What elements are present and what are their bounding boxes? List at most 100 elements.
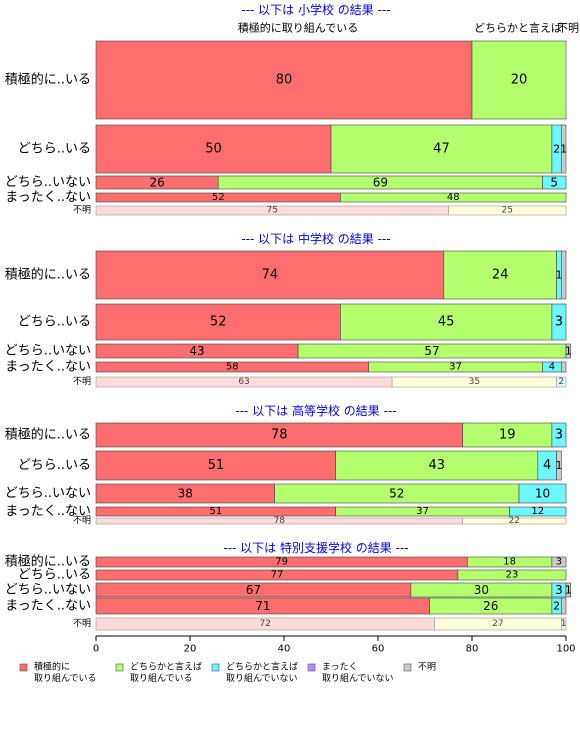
data-label: 71	[255, 599, 270, 613]
data-label: 10	[535, 487, 550, 501]
data-label: 52	[389, 487, 404, 501]
category-label: どちら..いない	[5, 175, 91, 190]
data-label: 3	[555, 428, 563, 443]
data-label: 1	[565, 345, 572, 358]
category-label: まったく..ない	[5, 190, 91, 205]
data-label: 52	[212, 192, 225, 203]
data-label: 51	[208, 458, 225, 473]
bar-segment	[551, 556, 567, 568]
x-tick-label: 20	[184, 644, 197, 655]
data-label: 67	[246, 583, 261, 597]
panel-title: --- 以下は 中学校 の結果 ---	[241, 231, 390, 246]
bar-segment	[448, 205, 567, 216]
bar-segment	[335, 450, 539, 481]
data-label: 72	[259, 619, 270, 629]
data-label: 57	[424, 344, 439, 358]
data-label: 3	[556, 557, 562, 568]
data-label: 1	[565, 584, 572, 597]
x-tick-label: 80	[466, 644, 479, 655]
data-label: 26	[483, 599, 498, 613]
bar-segment	[95, 422, 463, 448]
category-label: まったく..ない	[5, 599, 91, 614]
panel-title: --- 以下は 小学校 の結果 ---	[241, 2, 390, 17]
bar-segment	[556, 376, 567, 388]
bar-segment	[560, 361, 567, 373]
data-label: 79	[275, 557, 288, 568]
legend-label: 不明	[418, 662, 436, 673]
data-label: 3	[555, 583, 563, 597]
bar-segment	[340, 303, 553, 341]
data-label: 37	[449, 362, 462, 373]
data-label: 43	[189, 344, 204, 358]
category-label: 不明	[73, 515, 91, 526]
bar-segment	[95, 450, 336, 481]
bar-segment	[509, 506, 567, 517]
x-tick-label: 60	[372, 644, 385, 655]
legend-swatch	[307, 663, 316, 672]
data-label: 12	[531, 506, 544, 517]
data-label: 38	[178, 487, 193, 501]
x-tick-label: 40	[278, 644, 291, 655]
bar-segment	[95, 124, 332, 174]
category-label: どちら..いない	[5, 486, 91, 501]
bar-segment	[556, 450, 562, 481]
data-label: 30	[474, 583, 489, 597]
category-label: 積極的に..いる	[5, 267, 91, 283]
category-label: 不明	[73, 205, 91, 216]
data-label: 5	[550, 176, 558, 190]
data-label: 22	[509, 516, 520, 526]
panel-title: --- 以下は 高等学校 の結果 ---	[235, 403, 396, 418]
bar-segment	[462, 517, 567, 525]
data-label: 25	[502, 206, 513, 216]
data-label: 26	[149, 176, 164, 190]
legend-swatch	[115, 663, 124, 672]
data-label: 77	[271, 570, 284, 581]
data-label: 23	[506, 570, 519, 581]
data-label: 58	[226, 362, 239, 373]
data-label: 75	[267, 206, 278, 216]
bar-segment	[560, 124, 567, 174]
data-label: 63	[238, 377, 249, 387]
header-caption-col3: 不明	[557, 22, 579, 35]
data-label: 1	[561, 619, 567, 629]
data-label: 52	[210, 315, 227, 330]
category-label: まったく..ない	[5, 360, 91, 375]
data-label: 20	[511, 73, 528, 88]
data-label: 74	[262, 268, 279, 283]
panel-title: --- 以下は 特別支援学校 の結果 ---	[223, 540, 408, 555]
bar-segment	[471, 40, 567, 120]
bar-segment	[95, 250, 445, 300]
data-label: 1	[555, 269, 562, 282]
legend-label: どちらかと言えば取り組んでいる	[130, 661, 202, 684]
x-tick-label: 100	[556, 644, 575, 655]
data-label: 2	[553, 143, 560, 156]
data-label: 78	[271, 428, 288, 443]
bar-segment	[542, 175, 567, 190]
category-label: 不明	[73, 376, 91, 387]
data-label: 2	[558, 377, 564, 387]
category-label: どちら..いる	[18, 315, 91, 330]
bar-segment	[551, 303, 567, 341]
category-label: どちら..いない	[5, 583, 91, 598]
category-label: 積極的に..いる	[5, 554, 91, 570]
bar-segment	[518, 483, 567, 504]
data-label: 48	[447, 192, 460, 203]
data-label: 51	[209, 506, 222, 517]
bar-segment	[565, 343, 571, 359]
data-label: 35	[469, 377, 480, 387]
bar-segment	[330, 124, 553, 174]
category-label: 積極的に..いる	[5, 427, 91, 443]
bar-segment	[551, 422, 567, 448]
bar-segment	[95, 40, 473, 120]
legend-swatch	[403, 663, 412, 672]
data-label: 27	[492, 619, 503, 629]
category-label: どちら..いる	[18, 568, 91, 583]
header-caption-col1: 積極的に取り組んでいる	[238, 21, 358, 35]
data-label: 2	[553, 600, 560, 613]
data-label: 3	[555, 315, 563, 330]
bar-segment	[457, 569, 567, 581]
bar-segment	[560, 617, 567, 631]
category-label: 不明	[73, 618, 91, 629]
category-label: どちら..いる	[18, 142, 91, 157]
